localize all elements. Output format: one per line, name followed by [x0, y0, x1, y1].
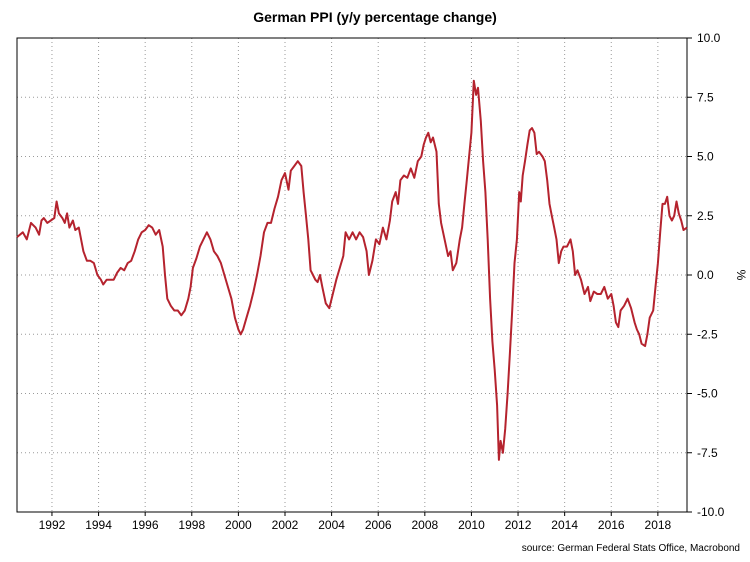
y-tick-label: 5.0 [697, 150, 714, 164]
x-tick-label: 1998 [178, 518, 205, 532]
series-layer [16, 79, 688, 461]
x-tick-label: 2002 [272, 518, 299, 532]
x-tick-label: 1992 [39, 518, 66, 532]
x-tick-label: 2008 [411, 518, 438, 532]
y-tick-label: -10.0 [697, 505, 725, 519]
y-tick-label: -2.5 [697, 327, 718, 341]
x-tick-label: 2006 [365, 518, 392, 532]
source-note: source: German Federal Stats Office, Mac… [522, 543, 740, 554]
y-tick-label: 10.0 [697, 31, 721, 45]
y-axis-unit-label: % [734, 270, 748, 281]
y-tick-label: 7.5 [697, 90, 714, 104]
y-axis: 10.0 7.5 5.0 2.5 0.0 -2.5 -5.0 -7.5 -10.0 [687, 31, 725, 519]
y-tick-label: 2.5 [697, 209, 714, 223]
x-tick-label: 1994 [85, 518, 112, 532]
x-tick-label: 2004 [318, 518, 345, 532]
grid [17, 38, 687, 512]
x-axis: 1992 1994 1996 1998 2000 2002 2004 2006 2008 2010… [39, 512, 672, 532]
y-tick-label: -5.0 [697, 387, 718, 401]
x-tick-label: 2014 [551, 518, 578, 532]
x-tick-label: 2016 [598, 518, 625, 532]
y-tick-label: -7.5 [697, 446, 718, 460]
x-tick-label: 2018 [645, 518, 672, 532]
x-tick-label: 2012 [505, 518, 532, 532]
chart-title: German PPI (y/y percentage change) [253, 9, 497, 25]
x-tick-label: 2010 [458, 518, 485, 532]
series-line-ppi [16, 79, 688, 461]
y-tick-label: 0.0 [697, 268, 714, 282]
x-tick-label: 2000 [225, 518, 252, 532]
x-tick-label: 1996 [132, 518, 159, 532]
